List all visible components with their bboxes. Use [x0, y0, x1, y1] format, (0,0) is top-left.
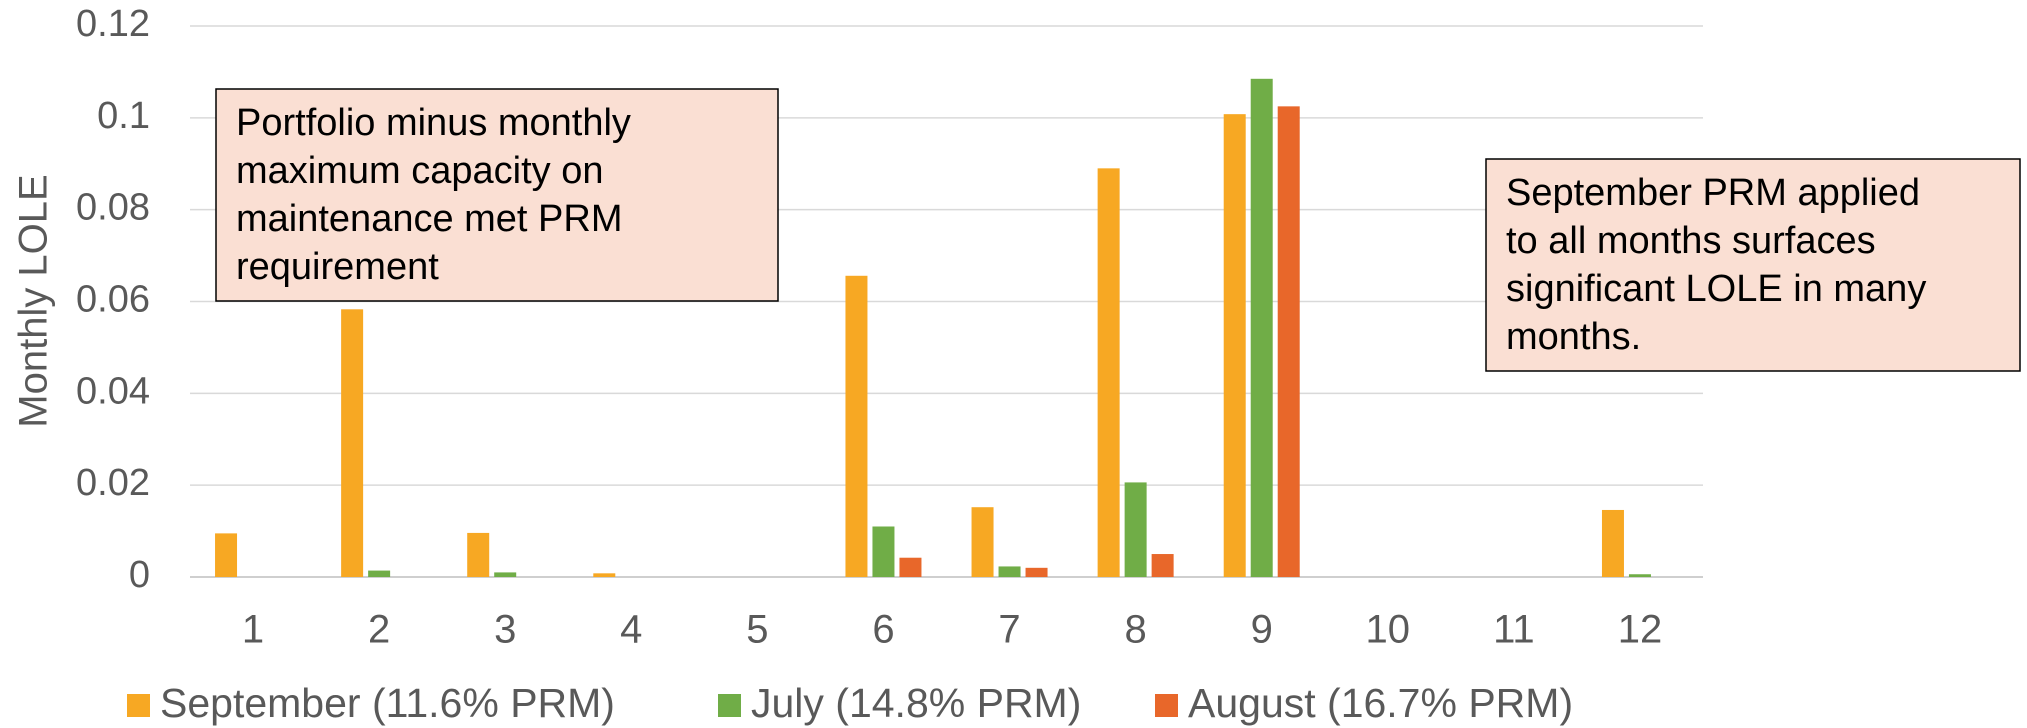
- legend-label: September (11.6% PRM): [160, 680, 615, 726]
- bar: [1223, 114, 1246, 577]
- bar: [1277, 106, 1300, 578]
- annotation-box: [215, 88, 779, 302]
- y-tick-label: 0: [129, 554, 150, 596]
- legend-label: July (14.8% PRM): [751, 680, 1081, 726]
- y-axis-title: Monthly LOLE: [12, 174, 56, 427]
- y-tick-label: 0.04: [76, 370, 150, 412]
- y-tick-label: 0.06: [76, 279, 150, 321]
- bar: [1124, 482, 1147, 577]
- x-tick-label: 2: [368, 608, 390, 652]
- y-tick-label: 0.02: [76, 462, 150, 504]
- bar: [341, 309, 364, 577]
- bar: [368, 570, 391, 577]
- annotation-text: to all months surfaces: [1506, 220, 1876, 262]
- y-tick-label: 0.12: [76, 3, 150, 45]
- y-tick-label: 0.08: [76, 187, 150, 229]
- x-tick-label: 5: [746, 608, 768, 652]
- x-tick-label: 10: [1366, 608, 1411, 652]
- annotation-text: Portfolio minus monthly: [236, 102, 631, 144]
- bar: [899, 557, 922, 577]
- y-tick-label: 0.1: [97, 95, 150, 137]
- legend-swatch: [127, 694, 150, 717]
- annotation-box: [1485, 158, 2021, 372]
- legend-swatch: [1155, 694, 1178, 717]
- bar: [1250, 78, 1273, 577]
- bar: [593, 573, 616, 577]
- x-tick-label: 8: [1125, 608, 1147, 652]
- bar: [1097, 168, 1120, 577]
- x-tick-label: 3: [494, 608, 516, 652]
- annotation-text: months.: [1506, 316, 1641, 358]
- bar: [1628, 574, 1651, 577]
- bar: [971, 507, 994, 577]
- annotation-text: significant LOLE in many: [1506, 268, 1926, 310]
- bar: [494, 572, 517, 577]
- bar: [845, 275, 868, 577]
- x-tick-label: 7: [998, 608, 1020, 652]
- x-tick-label: 4: [620, 608, 642, 652]
- bar: [1025, 567, 1048, 577]
- x-tick-label: 6: [872, 608, 894, 652]
- x-tick-label: 9: [1251, 608, 1273, 652]
- x-tick-label: 12: [1618, 608, 1663, 652]
- bar: [998, 566, 1021, 577]
- legend-label: August (16.7% PRM): [1188, 680, 1573, 726]
- bar: [1601, 509, 1624, 577]
- bar: [467, 532, 490, 577]
- bar: [872, 526, 895, 577]
- bar: [215, 533, 238, 577]
- annotation-text: September PRM applied: [1506, 172, 1920, 214]
- x-tick-label: 11: [1493, 608, 1535, 652]
- annotation-text: maintenance met PRM: [236, 198, 623, 240]
- bar: [1151, 554, 1174, 577]
- annotation-text: maximum capacity on: [236, 150, 603, 192]
- x-tick-label: 1: [242, 608, 264, 652]
- legend-swatch: [718, 694, 741, 717]
- annotation-text: requirement: [236, 246, 439, 288]
